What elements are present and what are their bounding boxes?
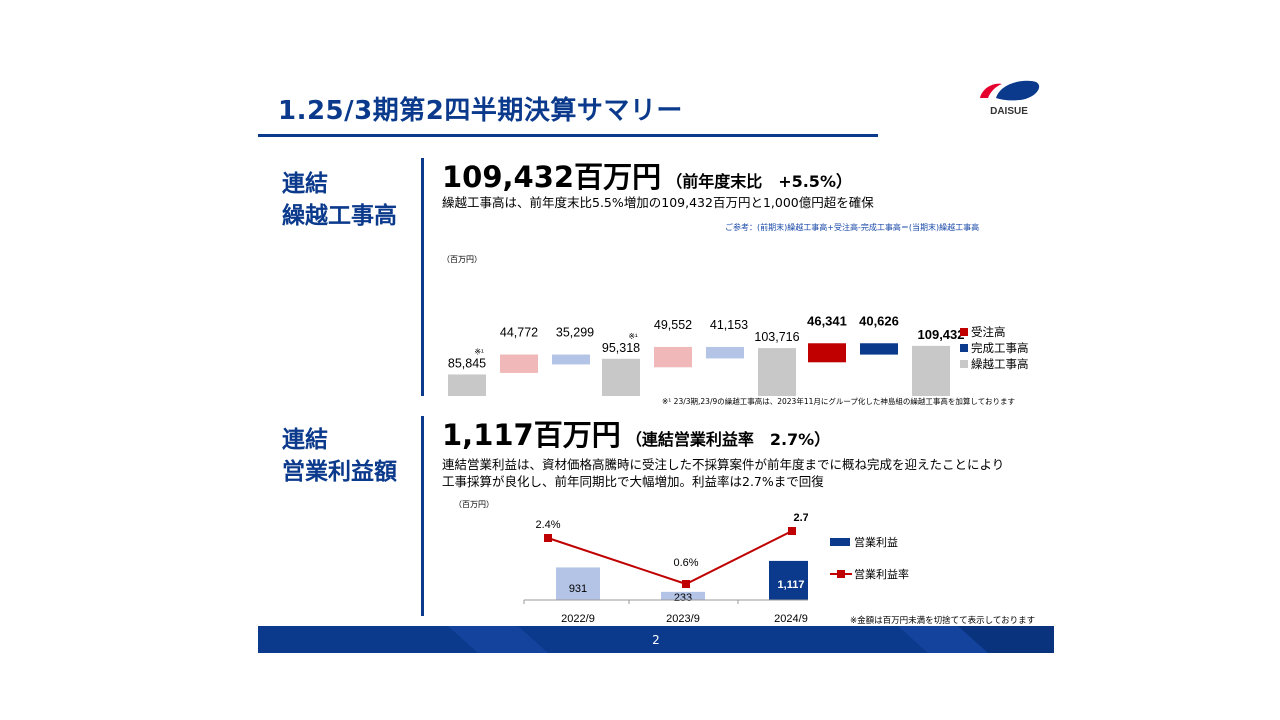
section2-description-line2: 工事採算が良化し、前年同期比で大幅増加。利益率は2.7%まで回復 <box>442 474 824 489</box>
company-logo: DAISUE <box>974 68 1044 118</box>
legend-item-operating-profit: 営業利益 <box>830 534 909 550</box>
profit-rate-marker <box>544 534 552 542</box>
completed-value-label: 35,299 <box>556 326 594 340</box>
backlog-bar <box>448 374 486 396</box>
legend-label: 完成工事高 <box>971 341 1029 355</box>
title-underline <box>258 134 878 137</box>
profit-value-label: 1,117 <box>778 579 805 591</box>
orders-value-label: 46,341 <box>807 313 847 328</box>
legend-label: 繰越工事高 <box>971 357 1029 371</box>
backlog-bar <box>602 358 640 396</box>
category-label: 2022/9 <box>561 613 595 625</box>
section2-footnote: ※金額は百万円未満を切捨てて表示しております <box>850 616 1036 626</box>
section1-headline-note: （前年度末比 +5.5%） <box>666 172 852 191</box>
orders-value-label: 44,772 <box>500 326 538 340</box>
logo-mark-icon: DAISUE <box>980 80 1040 117</box>
orders-bar <box>654 346 692 368</box>
section2-description-line1: 連結営業利益は、資材価格高騰時に受注した不採算案件が前年度までに概ね完成を迎えた… <box>442 457 1005 472</box>
legend-swatch <box>960 328 968 336</box>
backlog-bar <box>912 345 950 396</box>
legend-swatch <box>960 360 968 368</box>
profit-bar <box>556 567 600 600</box>
slide-title: 1.25/3期第2四半期決算サマリー <box>278 96 683 126</box>
backlog-value-label: 103,716 <box>754 330 799 344</box>
legend-swatch <box>830 538 850 546</box>
slide: 1.25/3期第2四半期決算サマリー DAISUE 連結 繰越工事高 109,4… <box>258 58 1054 654</box>
section2-divider <box>421 416 424 616</box>
footer-stripes <box>448 626 1054 653</box>
completed-bar <box>552 354 590 365</box>
section1-footnote: ※¹ 23/3期,23/9の繰越工事高は、2023年11月にグループ化した神島組… <box>662 397 1015 406</box>
profit-rate-label: 2.4% <box>535 519 560 531</box>
legend-label: 受注高 <box>971 325 1006 339</box>
legend-item-completed: 完成工事高 <box>960 340 1029 356</box>
profit-rate-marker <box>682 580 690 588</box>
section2-headline-value: 1,117百万円 <box>442 418 621 452</box>
section2-label-line1: 連結 <box>282 427 328 453</box>
chart2-legend: 営業利益 営業利益率 <box>830 534 909 582</box>
category-label: 2024/9 <box>774 613 808 625</box>
legend-item-backlog: 繰越工事高 <box>960 356 1029 372</box>
category-label: 2023/9 <box>666 613 700 625</box>
footnote-marker: ※¹ <box>474 347 484 356</box>
backlog-value-label: 85,845 <box>448 356 486 370</box>
section1-label-line2: 繰越工事高 <box>282 203 397 229</box>
section2-label: 連結 営業利益額 <box>282 424 397 488</box>
legend-line-marker-icon <box>830 570 852 578</box>
legend-label: 営業利益率 <box>854 568 909 581</box>
section2-headline: 1,117百万円 （連結営業利益率 2.7%） <box>442 412 830 454</box>
profit-value-label: 931 <box>569 583 587 595</box>
orders-value-label: 49,552 <box>654 318 692 332</box>
section1-divider <box>421 158 424 396</box>
orders-bar <box>808 343 846 363</box>
legend-swatch <box>960 344 968 352</box>
backlog-value-label: 95,318 <box>602 341 640 355</box>
completed-bar <box>706 346 744 359</box>
completed-value-label: 40,626 <box>859 313 899 328</box>
page-number: 2 <box>652 633 660 647</box>
profit-rate-label: 2.7% <box>793 512 808 524</box>
legend-item-profit-rate: 営業利益率 <box>830 566 909 582</box>
section1-label-line1: 連結 <box>282 171 328 197</box>
completed-bar <box>860 343 898 355</box>
chart1-unit-label: （百万円） <box>442 255 482 264</box>
legend-item-orders: 受注高 <box>960 324 1029 340</box>
footer-bar <box>258 626 1054 653</box>
chart2-unit-label: （百万円） <box>454 500 494 509</box>
section1-reference: ご参考：(前期末)繰越工事高+受注高-完成工事高＝(当期末)繰越工事高 <box>725 223 980 232</box>
section1-headline: 109,432百万円 （前年度末比 +5.5%） <box>442 154 852 196</box>
profit-rate-marker <box>788 527 796 535</box>
section1-label: 連結 繰越工事高 <box>282 168 397 232</box>
section1-description: 繰越工事高は、前年度末比5.5%増加の109,432百万円と1,000億円超を確… <box>442 195 874 210</box>
legend-label: 営業利益 <box>854 536 898 549</box>
completed-value-label: 41,153 <box>710 318 748 332</box>
orders-bar <box>500 354 538 373</box>
backlog-value-label: 109,432 <box>918 327 965 342</box>
profit-rate-label: 0.6% <box>673 557 698 569</box>
footnote-marker: ※¹ <box>628 332 638 341</box>
chart1-legend: 受注高 完成工事高 繰越工事高 <box>960 324 1029 372</box>
profit-bar <box>769 560 808 600</box>
section2-label-line2: 営業利益額 <box>282 459 397 485</box>
profit-value-label: 233 <box>674 592 692 604</box>
section1-headline-value: 109,432百万円 <box>442 160 662 194</box>
logo-text: DAISUE <box>990 106 1028 117</box>
profit-chart: 931 233 1,117 2.4% 0.6% 2.7% 2022/9 2023/9 2024… <box>523 512 808 625</box>
section2-headline-note: （連結営業利益率 2.7%） <box>625 430 831 449</box>
backlog-bar <box>758 348 796 396</box>
profit-bar <box>661 591 705 600</box>
